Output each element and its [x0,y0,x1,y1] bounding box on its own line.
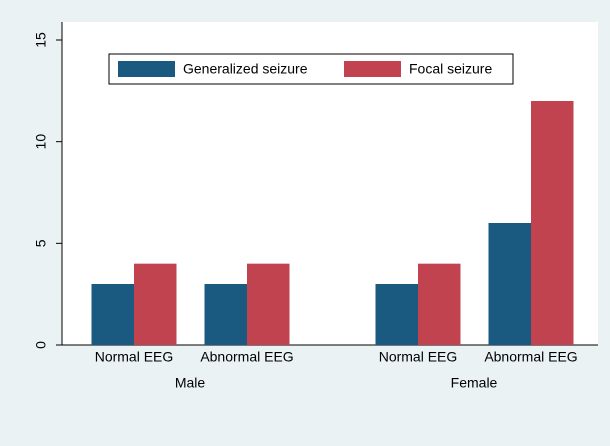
bar [91,284,134,345]
bar [134,263,177,345]
bar [488,223,531,345]
x-tick-label: Abnormal EEG [200,349,293,365]
legend-label: Focal seizure [409,61,492,77]
x-tick-label: Normal EEG [95,349,174,365]
legend-label: Generalized seizure [183,61,308,77]
x-tick-label: Abnormal EEG [484,349,577,365]
y-tick-label: 0 [33,341,49,349]
bar [418,263,461,345]
group-label: Female [451,375,498,391]
bar [247,263,290,345]
x-tick-label: Normal EEG [379,349,458,365]
legend-swatch [118,61,175,77]
bar [531,101,574,345]
bar [204,284,247,345]
y-tick-label: 10 [33,134,49,150]
legend-swatch [344,61,401,77]
group-label: Male [175,375,206,391]
legend-box [108,53,514,85]
y-tick-label: 5 [33,239,49,247]
bar [375,284,418,345]
y-tick-label: 15 [33,32,49,48]
